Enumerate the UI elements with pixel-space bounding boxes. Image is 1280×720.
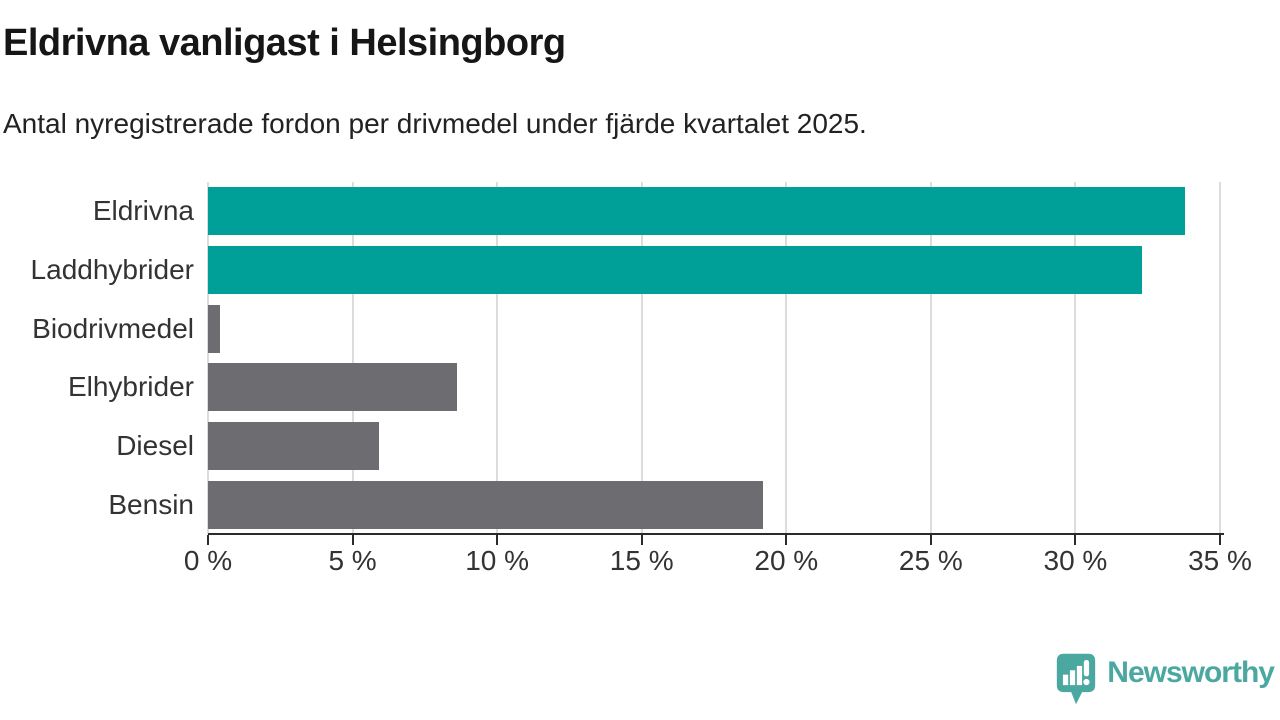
axis-tick-label: 0 % xyxy=(183,545,233,576)
axis-tick-label: 35 % xyxy=(1188,545,1252,576)
bar-row: Diesel xyxy=(0,417,1224,476)
newsworthy-logo: Newsworthy xyxy=(1055,652,1275,706)
axis-tick-label: 30 % xyxy=(1043,545,1108,576)
category-label: Eldrivna xyxy=(92,195,194,227)
axis-tick-20 xyxy=(785,535,788,545)
bar-bensin xyxy=(208,480,763,529)
axis-tick-30 xyxy=(1074,535,1077,545)
category-label: Elhybrider xyxy=(67,371,194,403)
axis-tick-label: 15 % xyxy=(609,545,674,576)
gridline-25 xyxy=(929,182,932,534)
axis-tick-35 xyxy=(1219,535,1221,545)
category-label: Biodrivmedel xyxy=(32,312,194,344)
axis-tick-label: 10 % xyxy=(465,545,530,576)
bar-track xyxy=(208,417,1224,476)
horizontal-bar-chart: Eldrivna Laddhybrider Biodrivmedel Elhybrid… xyxy=(0,182,1224,534)
gridline-30 xyxy=(1074,182,1077,534)
bar-row: Elhybrider xyxy=(0,358,1224,417)
gridline-15 xyxy=(640,182,643,534)
bar-elhybrider xyxy=(208,363,457,412)
gridline-35 xyxy=(1219,182,1221,534)
axis-tick-label: 5 % xyxy=(328,545,377,576)
axis-tick-label: 25 % xyxy=(898,545,963,576)
bar-row: Laddhybrider xyxy=(0,241,1224,300)
axis-tick-10 xyxy=(496,535,499,545)
gridline-layer xyxy=(207,182,1224,534)
newsworthy-wordmark: Newsworthy xyxy=(1107,656,1275,689)
gridline-5 xyxy=(351,182,354,534)
bar-biodrivmedel xyxy=(208,304,220,353)
chart-title: Eldrivna vanligast i Helsingborg xyxy=(3,22,566,64)
bar-rows: Eldrivna Laddhybrider Biodrivmedel Elhybrid… xyxy=(0,182,1224,534)
bar-row: Bensin xyxy=(0,475,1224,534)
category-label: Bensin xyxy=(108,488,194,520)
bar-laddhybrider xyxy=(208,246,1142,294)
gridline-10 xyxy=(496,182,499,534)
axis-tick-15 xyxy=(640,535,643,545)
axis-tick-5 xyxy=(351,535,354,545)
gridline-20 xyxy=(785,182,788,534)
bar-diesel xyxy=(208,422,379,471)
bar-track xyxy=(208,358,1224,417)
category-label: Laddhybrider xyxy=(30,254,194,285)
gridline-0 xyxy=(207,182,209,534)
axis-tick-25 xyxy=(929,535,932,545)
bar-track xyxy=(208,475,1224,534)
axis-tick-0 xyxy=(207,535,209,545)
bar-track xyxy=(208,182,1224,241)
bar-row: Eldrivna xyxy=(0,182,1224,241)
newsworthy-bubble-chart-icon xyxy=(1057,653,1096,705)
bar-track xyxy=(208,299,1224,358)
chart-subtitle: Antal nyregistrerade fordon per drivmede… xyxy=(3,108,867,139)
axis-tick-label: 20 % xyxy=(754,545,819,576)
bar-eldrivna xyxy=(208,187,1185,236)
bar-track xyxy=(208,241,1224,300)
category-label: Diesel xyxy=(116,430,194,462)
x-axis-line xyxy=(208,533,1224,535)
bar-row: Biodrivmedel xyxy=(0,299,1224,358)
